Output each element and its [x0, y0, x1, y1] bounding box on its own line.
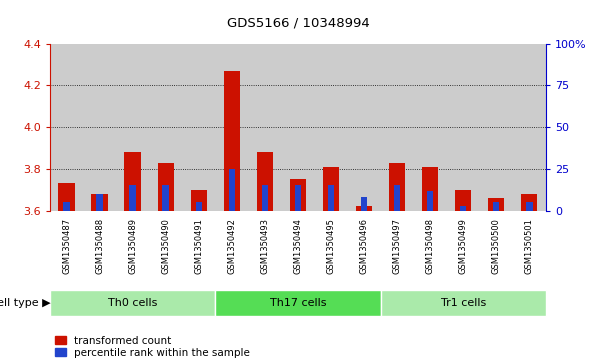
Bar	[394, 185, 401, 211]
Text: GDS5166 / 10348994: GDS5166 / 10348994	[227, 16, 369, 29]
Bar	[191, 189, 207, 211]
Bar	[422, 167, 438, 211]
Bar	[360, 197, 368, 211]
Bar	[129, 185, 136, 211]
Bar	[356, 206, 372, 211]
Bar	[195, 202, 202, 211]
Text: Th17 cells: Th17 cells	[270, 298, 326, 308]
Bar	[83, 44, 116, 211]
Bar	[381, 44, 414, 211]
Bar	[215, 44, 248, 211]
Bar	[50, 44, 83, 211]
Bar	[314, 44, 348, 211]
Bar	[63, 202, 70, 211]
Bar	[281, 44, 314, 211]
Bar	[215, 290, 381, 316]
Bar	[116, 44, 149, 211]
Bar	[323, 167, 339, 211]
Bar	[488, 198, 504, 211]
Bar	[381, 290, 546, 316]
Bar	[521, 194, 537, 211]
Bar	[348, 44, 381, 211]
Legend: transformed count, percentile rank within the sample: transformed count, percentile rank withi…	[55, 336, 250, 358]
Bar	[58, 183, 75, 211]
Bar	[455, 189, 471, 211]
Bar	[228, 169, 235, 211]
Bar	[480, 44, 513, 211]
Bar	[261, 185, 268, 211]
Bar	[224, 71, 240, 211]
Bar	[427, 191, 434, 211]
Bar	[96, 194, 103, 211]
Text: cell type ▶: cell type ▶	[0, 298, 50, 308]
Bar	[149, 44, 182, 211]
Bar	[460, 205, 467, 211]
Bar	[447, 44, 480, 211]
Bar	[327, 185, 335, 211]
Bar	[248, 44, 281, 211]
Bar	[158, 163, 174, 211]
Bar	[257, 152, 273, 211]
Bar	[91, 194, 108, 211]
Text: Th0 cells: Th0 cells	[108, 298, 158, 308]
Bar	[124, 152, 141, 211]
Bar	[162, 185, 169, 211]
Bar	[513, 44, 546, 211]
Bar	[50, 290, 215, 316]
Text: Tr1 cells: Tr1 cells	[441, 298, 486, 308]
Bar	[414, 44, 447, 211]
Bar	[389, 163, 405, 211]
Bar	[290, 179, 306, 211]
Bar	[182, 44, 215, 211]
Bar	[493, 202, 500, 211]
Bar	[526, 202, 533, 211]
Bar	[294, 185, 301, 211]
